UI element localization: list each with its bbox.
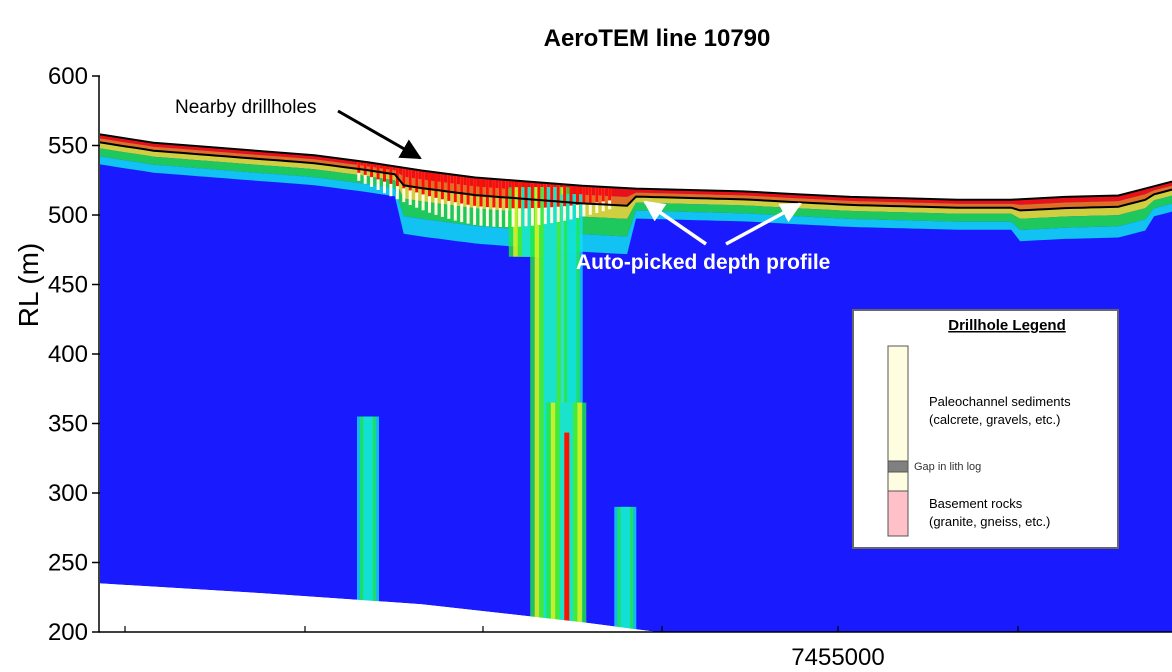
chart-title: AeroTEM line 10790 bbox=[544, 25, 771, 52]
legend-label-sediments-2: (calcrete, gravels, etc.) bbox=[929, 412, 1061, 427]
drillhole-interval bbox=[537, 182, 541, 208]
drillhole-interval bbox=[421, 170, 425, 195]
drillhole-interval bbox=[595, 186, 599, 203]
drillhole-interval bbox=[569, 184, 573, 206]
drillhole-interval bbox=[524, 181, 528, 209]
drillhole-interval bbox=[530, 181, 534, 209]
annotation-nearby-drillholes: Nearby drillholes bbox=[175, 97, 317, 118]
drillhole-interval bbox=[588, 186, 592, 204]
drillhole-interval bbox=[498, 179, 502, 208]
legend-swatch-gap bbox=[887, 460, 909, 473]
drillhole-interval bbox=[608, 187, 612, 201]
drillhole-interval bbox=[505, 179, 509, 209]
near-surface-band bbox=[100, 148, 1172, 237]
legend-label-gap: Gap in lith log bbox=[914, 461, 981, 473]
y-tick-label: 450 bbox=[48, 272, 88, 299]
drillhole-interval bbox=[466, 176, 470, 205]
conductor-core bbox=[564, 432, 570, 628]
legend-label-basement-2: (granite, gneiss, etc.) bbox=[929, 514, 1050, 529]
x-ticks: 7455000 bbox=[124, 626, 1019, 671]
y-tick-label: 300 bbox=[48, 480, 88, 507]
y-ticks: 600 550 500 450 400 350 300 250 200 bbox=[48, 63, 100, 646]
drillhole-interval bbox=[408, 168, 412, 191]
legend-label-basement-1: Basement rocks bbox=[929, 496, 1023, 511]
drillhole-interval bbox=[492, 178, 496, 208]
y-tick-label: 400 bbox=[48, 341, 88, 368]
surface-line bbox=[100, 133, 1172, 201]
arrow-to-profile-left bbox=[643, 200, 707, 246]
x-tick-label: 7455000 bbox=[791, 644, 884, 671]
auto-picked-depth-profile-line bbox=[100, 141, 1172, 212]
y-axis-label: RL (m) bbox=[13, 243, 44, 328]
y-tick-label: 250 bbox=[48, 550, 88, 577]
conductor-anomalies bbox=[357, 187, 637, 632]
drillhole-interval bbox=[518, 180, 522, 209]
drillhole-interval bbox=[485, 178, 489, 208]
drillhole-interval bbox=[473, 177, 477, 206]
drillhole-interval bbox=[550, 183, 554, 208]
y-tick-label: 500 bbox=[48, 202, 88, 229]
drillhole-interval bbox=[543, 182, 547, 208]
drillhole-interval bbox=[434, 172, 438, 198]
drillhole-interval bbox=[402, 167, 406, 189]
section-plot-area bbox=[100, 133, 1172, 632]
y-tick-label: 350 bbox=[48, 411, 88, 438]
arrow-to-drillholes bbox=[337, 109, 422, 160]
arrow-to-profile-right bbox=[725, 202, 802, 246]
drillhole-interval bbox=[363, 161, 367, 175]
drillhole-interval bbox=[460, 175, 464, 204]
drillhole-interval bbox=[582, 185, 586, 205]
drillhole-interval bbox=[556, 183, 560, 207]
legend-swatch-sediments bbox=[887, 345, 909, 462]
y-tick-label: 600 bbox=[48, 63, 88, 90]
y-tick-label: 550 bbox=[48, 133, 88, 160]
conductor-band bbox=[363, 416, 373, 616]
drillhole-interval bbox=[453, 174, 457, 203]
near-surface-band bbox=[100, 142, 1172, 219]
y-tick-label: 200 bbox=[48, 619, 88, 646]
drillhole-interval bbox=[511, 180, 515, 209]
drillhole-legend: Drillhole Legend Paleochannel sediments … bbox=[852, 309, 1119, 549]
legend-swatch-sediments-lower bbox=[887, 471, 909, 492]
drillhole-interval bbox=[479, 177, 483, 207]
conductor-band bbox=[620, 506, 630, 632]
legend-title: Drillhole Legend bbox=[948, 317, 1066, 334]
drillhole-interval bbox=[576, 185, 579, 205]
drillhole-interval bbox=[415, 169, 419, 193]
drillhole-interval bbox=[440, 173, 444, 200]
legend-swatch-basement bbox=[887, 490, 909, 537]
drillhole-interval bbox=[447, 173, 451, 201]
drillhole-interval bbox=[601, 186, 605, 202]
legend-label-sediments-1: Paleochannel sediments bbox=[929, 394, 1071, 409]
drillhole-interval bbox=[428, 171, 431, 197]
annotation-auto-picked-depth-profile: Auto-picked depth profile bbox=[576, 251, 830, 274]
drillhole-interval bbox=[563, 184, 567, 207]
drillhole-interval bbox=[357, 160, 361, 173]
below-section-blank bbox=[100, 583, 658, 632]
